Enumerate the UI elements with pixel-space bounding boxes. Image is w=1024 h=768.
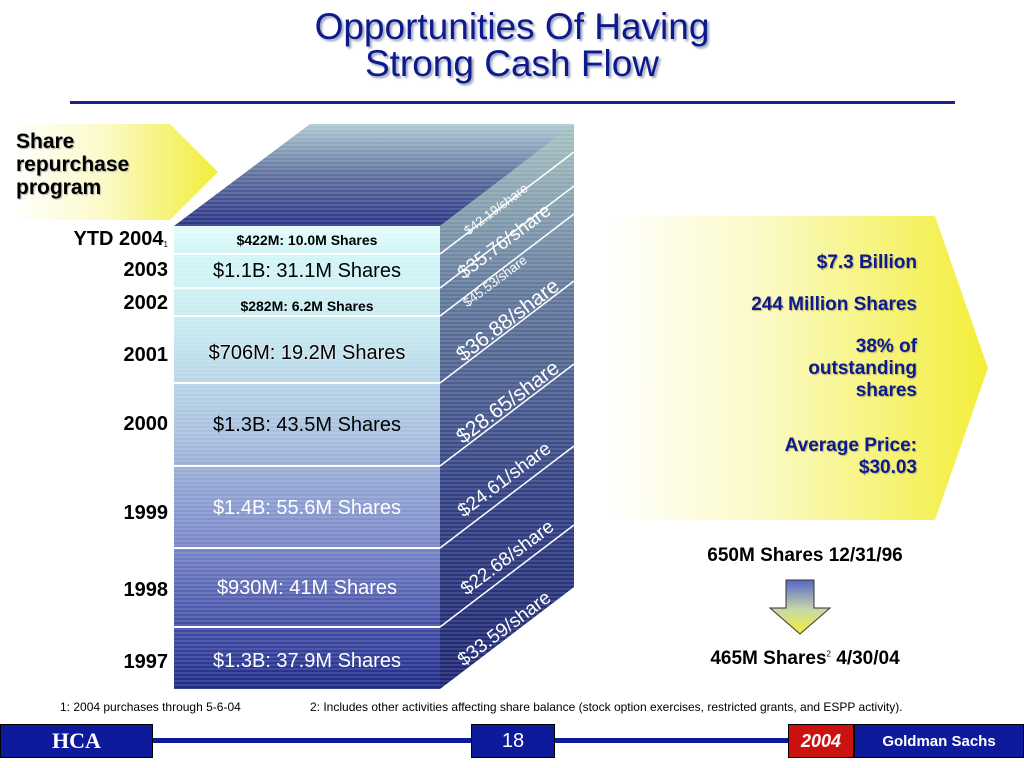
summary-total: $7.3 Billion bbox=[816, 252, 917, 273]
summary-arrow-right bbox=[605, 216, 988, 520]
callout-line-2: repurchase bbox=[16, 153, 130, 176]
summary-percent: 38% of outstanding shares bbox=[808, 336, 917, 401]
page-title: Opportunities Of Having Strong Cash Flow bbox=[0, 8, 1024, 82]
segment-label-ytd-2004: $422M: 10.0M Shares bbox=[236, 232, 378, 248]
footnote-2: 2: Includes other activities affecting s… bbox=[310, 700, 903, 714]
segment-label-2000: $1.3B: 43.5M Shares bbox=[213, 414, 401, 436]
title-line-1: Opportunities Of Having bbox=[314, 6, 710, 47]
title-divider bbox=[70, 101, 955, 104]
segment-label-2003: $1.1B: 31.1M Shares bbox=[213, 260, 401, 282]
segment-label-1998: $930M: 41M Shares bbox=[216, 577, 398, 599]
year-label-1999: 1999 bbox=[123, 502, 169, 524]
year-label-1997: 1997 bbox=[123, 651, 169, 673]
callout-line-3: program bbox=[16, 176, 102, 199]
year-label-2002: 2002 bbox=[123, 292, 169, 314]
year-label-2000: 2000 bbox=[123, 413, 169, 435]
year-label-1998: 1998 bbox=[123, 579, 169, 601]
down-arrow-icon bbox=[768, 579, 832, 635]
footnote-1: 1: 2004 purchases through 5-6-04 bbox=[60, 700, 241, 714]
callout-label: Share repurchase program bbox=[16, 130, 129, 199]
summary-shares: 244 Million Shares bbox=[751, 294, 917, 315]
footer-logo-goldman-sachs: Goldman Sachs bbox=[854, 724, 1024, 758]
callout-line-1: Share bbox=[16, 130, 75, 153]
footer-year-badge: 2004 bbox=[788, 724, 854, 758]
summary-average-price: Average Price: $30.03 bbox=[784, 435, 917, 478]
shares-after: 465M Shares2 4/30/04 bbox=[710, 648, 900, 669]
repurchase-stack bbox=[174, 124, 575, 689]
segment-label-2001: $706M: 19.2M Shares bbox=[208, 342, 406, 364]
page-number: 18 bbox=[471, 724, 555, 758]
callout-arrow-left bbox=[10, 124, 218, 220]
segment-label-1997: $1.3B: 37.9M Shares bbox=[213, 650, 401, 672]
shares-before: 650M Shares 12/31/96 bbox=[707, 545, 903, 566]
year-label-2003: 2003 bbox=[123, 259, 169, 281]
year-label-2001: 2001 bbox=[123, 344, 169, 366]
footer-logo-hca: HCA bbox=[0, 724, 153, 758]
year-label-ytd-2004: YTD 20041 bbox=[73, 228, 168, 250]
segment-label-1999: $1.4B: 55.6M Shares bbox=[213, 497, 401, 519]
segment-label-2002: $282M: 6.2M Shares bbox=[240, 298, 374, 314]
title-line-2: Strong Cash Flow bbox=[364, 43, 660, 84]
